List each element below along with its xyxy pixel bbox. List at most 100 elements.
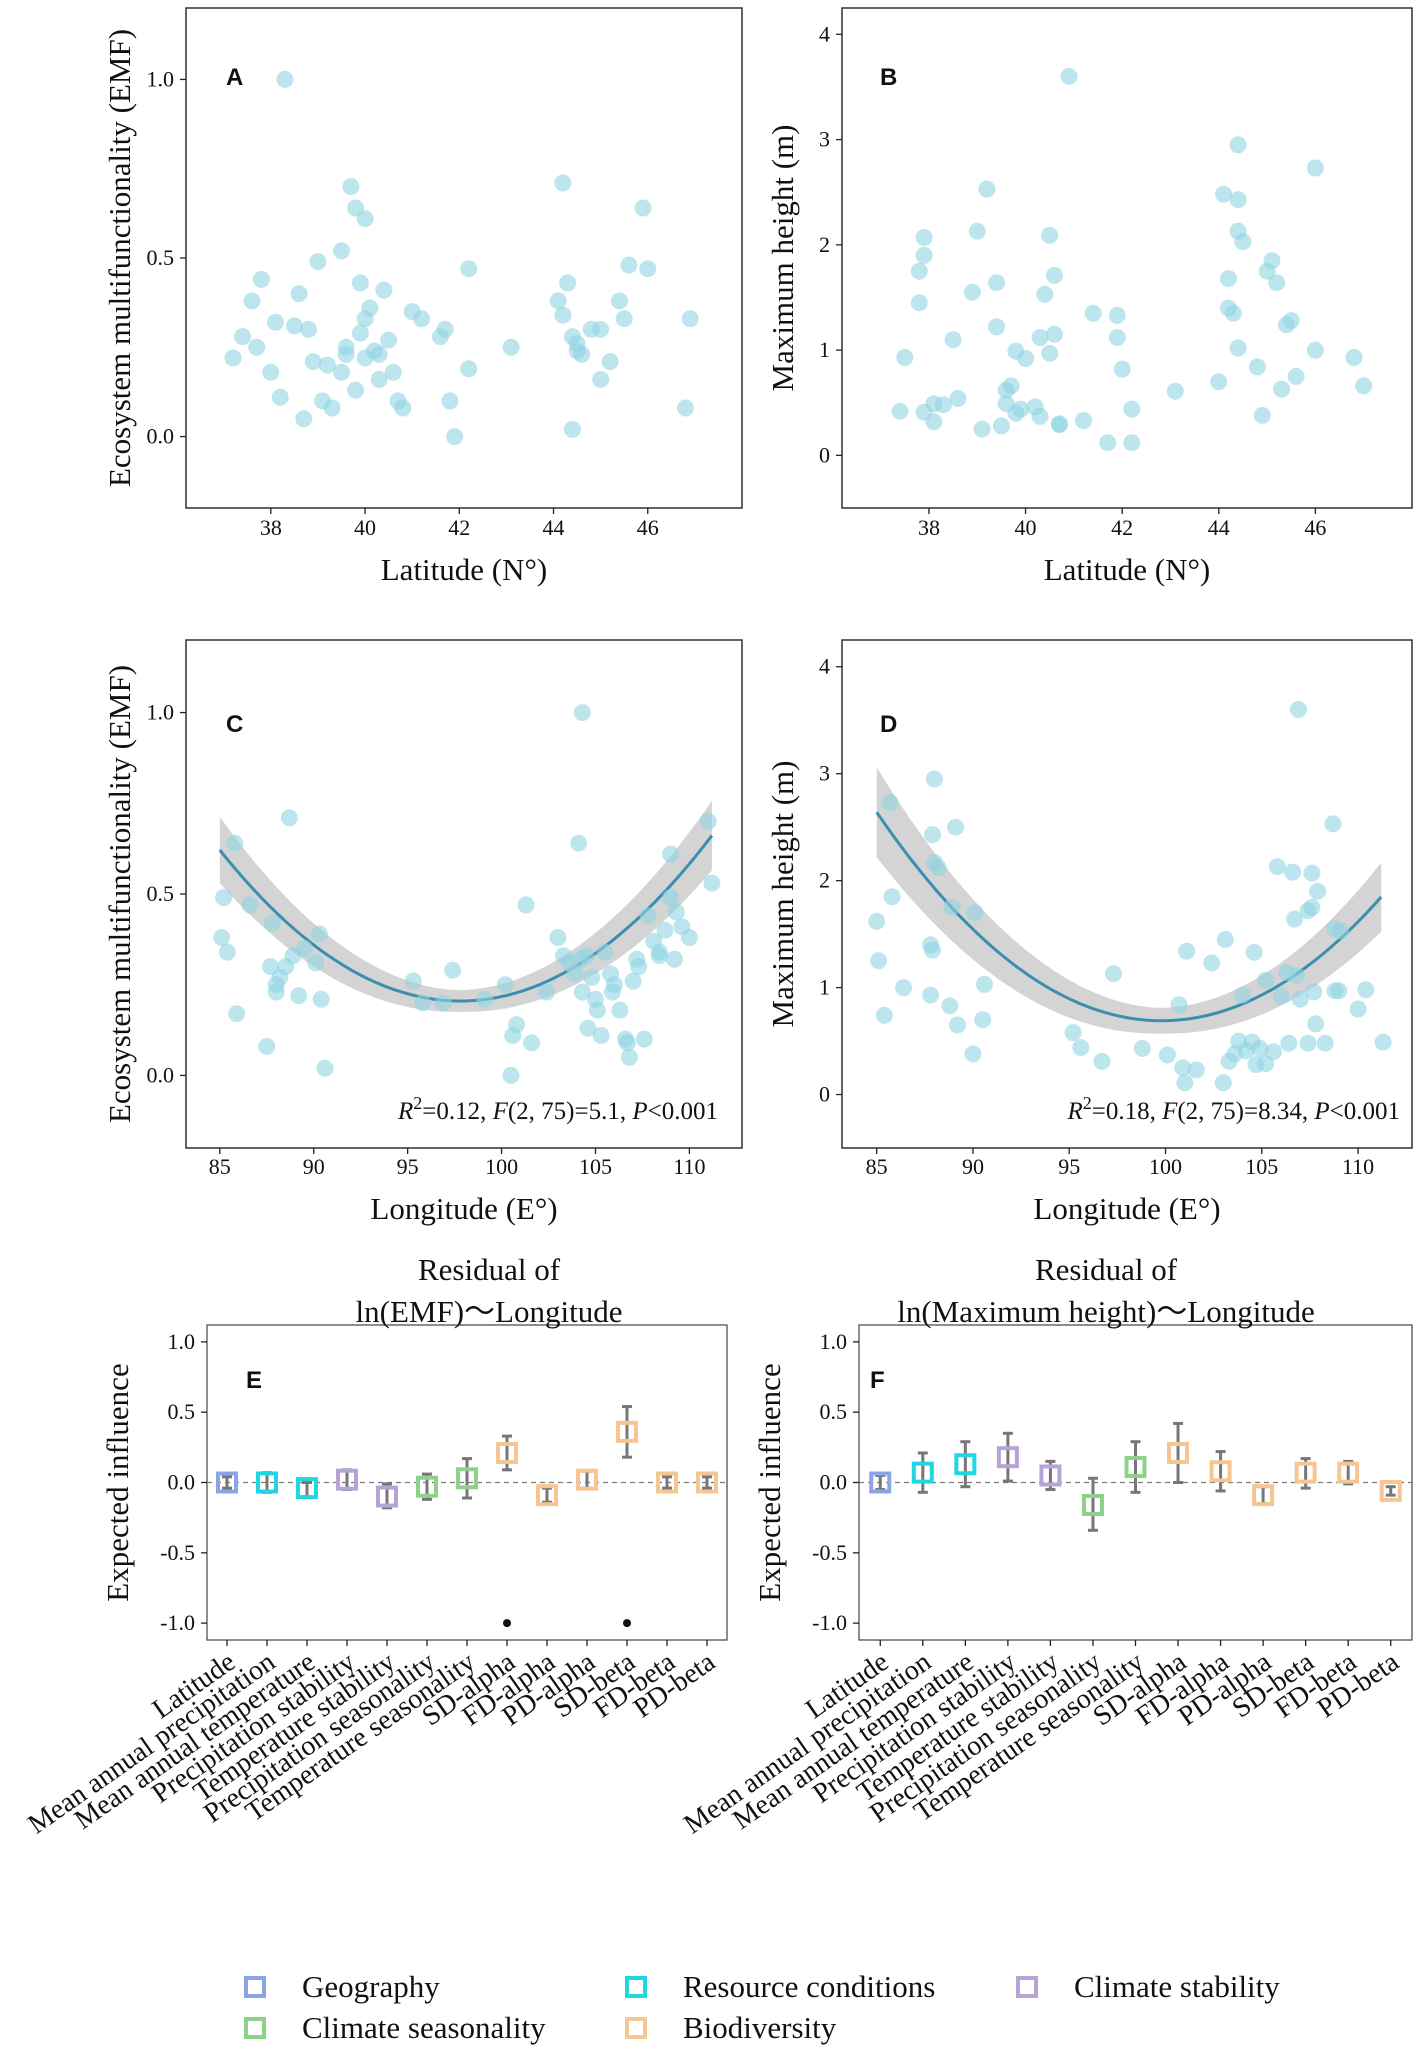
error-bar <box>662 1475 672 1490</box>
data-point <box>444 961 462 979</box>
estimate-marker <box>616 1420 638 1443</box>
data-point <box>1284 863 1302 881</box>
data-point <box>568 335 586 353</box>
data-point <box>285 317 303 335</box>
data-point <box>662 889 680 907</box>
data-point <box>1108 329 1126 346</box>
annotation-part: (2, 75)=5.1, <box>508 1098 633 1125</box>
data-point <box>241 896 259 914</box>
data-point <box>1210 373 1228 391</box>
data-point <box>966 904 984 922</box>
y-tick-label: 4 <box>819 21 830 46</box>
legend-label: Climate stability <box>1074 1969 1280 2004</box>
estimate-marker <box>1124 1456 1147 1479</box>
data-point <box>988 274 1006 292</box>
data-point <box>1012 400 1030 418</box>
outlier-point <box>503 1619 511 1628</box>
data-point <box>992 417 1010 435</box>
data-point <box>573 983 591 1001</box>
data-point <box>949 390 967 407</box>
annotation-part: R <box>1066 1098 1082 1125</box>
y-axis-label: Ecosystem multifunctionality (EMF) <box>102 665 137 1123</box>
data-point <box>583 969 601 986</box>
panel-letter: D <box>880 711 897 738</box>
data-point <box>573 704 591 722</box>
data-point <box>375 281 393 299</box>
data-point <box>988 318 1006 336</box>
data-point <box>307 954 325 972</box>
data-point <box>213 929 231 946</box>
data-point <box>258 1037 276 1055</box>
data-point <box>1075 412 1092 430</box>
panel-C: 85 90 95 100 105 110 0.0 0.5 1.0 Longitude (E°) Ec… <box>102 639 743 1226</box>
x-tick-label: 44 <box>543 515 565 540</box>
data-point <box>896 349 914 366</box>
y-tick-label: 0.5 <box>820 1399 848 1424</box>
data-point <box>342 178 360 196</box>
data-point <box>1229 136 1247 154</box>
y-tick-label: 0.0 <box>820 1470 848 1495</box>
data-point <box>1105 965 1122 983</box>
data-point <box>968 222 986 240</box>
data-point <box>1215 185 1233 203</box>
data-point <box>441 392 459 410</box>
x-tick-label: 110 <box>673 1154 705 1179</box>
data-point <box>1345 349 1363 366</box>
data-point <box>1036 285 1054 303</box>
data-point <box>601 353 619 371</box>
data-point <box>295 410 313 428</box>
data-point <box>910 262 928 280</box>
data-point <box>624 972 642 990</box>
estimate-marker <box>1294 1461 1317 1484</box>
data-point <box>1272 987 1290 1005</box>
error-bar <box>1173 1421 1184 1484</box>
stats-annotation: R2=0.12, F(2, 75)=5.1, P<0.001 <box>397 1093 718 1125</box>
data-point <box>1234 986 1251 1004</box>
data-point <box>588 1001 606 1019</box>
data-point <box>295 939 313 957</box>
data-point <box>592 370 610 388</box>
data-point <box>460 260 478 278</box>
error-bar <box>222 1475 232 1490</box>
data-point <box>620 1048 638 1066</box>
data-point <box>1324 815 1342 833</box>
x-tick-label: 42 <box>1111 515 1133 540</box>
y-tick-label: 1 <box>819 975 830 1000</box>
data-point <box>215 889 233 907</box>
legend-item: Climate seasonality <box>244 2010 546 2045</box>
data-point <box>973 420 991 438</box>
data-point <box>1307 1015 1325 1033</box>
data-point <box>434 994 452 1012</box>
data-point <box>1046 325 1063 343</box>
data-point <box>868 912 886 930</box>
error-bar <box>302 1481 312 1499</box>
data-point <box>1017 350 1035 367</box>
data-point <box>290 987 308 1005</box>
data-point <box>318 356 336 374</box>
data-point <box>1245 943 1263 961</box>
data-point <box>1306 159 1324 177</box>
legend-item: Geography <box>244 1969 440 2004</box>
estimate-marker <box>954 1453 977 1476</box>
data-point <box>347 381 365 399</box>
error-bar <box>960 1440 971 1489</box>
data-point <box>316 1059 334 1077</box>
data-point <box>934 396 952 414</box>
data-point <box>476 990 494 1008</box>
error-bar <box>1087 1476 1098 1532</box>
data-point <box>267 976 285 994</box>
data-point <box>639 260 657 278</box>
error-bar <box>582 1469 592 1490</box>
annotation-part: F <box>492 1098 509 1125</box>
error-bar <box>702 1475 712 1490</box>
data-point <box>1031 329 1049 346</box>
data-point <box>947 818 965 836</box>
data-point <box>677 399 694 417</box>
data-point <box>915 229 933 246</box>
data-point <box>1305 983 1323 1001</box>
y-axis-label: Expected influence <box>752 1363 787 1601</box>
x-tick-label: 38 <box>260 515 282 540</box>
data-point <box>276 70 294 88</box>
data-point <box>496 976 514 994</box>
error-bar <box>1215 1450 1226 1493</box>
